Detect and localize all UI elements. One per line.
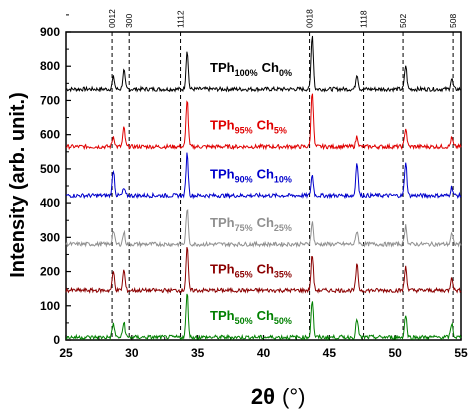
series-label-main: TPh — [210, 261, 235, 276]
series-label-main: TPh — [210, 118, 235, 133]
reference-line-label: 0012 — [107, 9, 117, 28]
reference-line-label: 1112 — [176, 10, 186, 28]
series-line — [65, 93, 462, 151]
y-tick-label: 300 — [40, 230, 60, 244]
series-label-subscript: 10% — [274, 174, 292, 184]
series-line — [65, 293, 462, 341]
reference-line-label: 502 — [398, 14, 408, 28]
reference-line-label: 1118 — [359, 10, 369, 28]
y-tick-label: 400 — [40, 196, 60, 210]
reference-line-label: 0018 — [305, 9, 315, 28]
series-label: TPh90% Ch10% — [210, 166, 292, 184]
series-label-main: TPh — [210, 215, 235, 230]
series-label-subscript: 65% — [235, 269, 253, 279]
series-label-subscript: 75% — [235, 223, 253, 233]
series-label: TPh75% Ch25% — [210, 215, 292, 233]
series-label-subscript: 0% — [279, 68, 292, 78]
reference-line-label: 508 — [448, 14, 458, 28]
series-label-main: TPh — [210, 308, 235, 323]
series-line — [65, 35, 462, 93]
series-label-main: Ch — [257, 308, 274, 323]
svg-text:2θ: 2θ — [251, 384, 275, 409]
series-label-subscript: 100% — [235, 68, 258, 78]
x-tick-label: 25 — [59, 346, 73, 360]
y-tick-label: 600 — [40, 128, 60, 142]
series-line — [65, 208, 462, 248]
x-tick-label: 30 — [125, 346, 139, 360]
x-tick-label: 50 — [388, 346, 402, 360]
series-label: TPh50% Ch50% — [210, 308, 292, 326]
series-label: TPh95% Ch5% — [210, 118, 287, 136]
series-line — [65, 152, 462, 200]
series-label-main: TPh — [210, 166, 235, 181]
series-label-main: Ch — [257, 261, 274, 276]
svg-text:(°): (°) — [282, 384, 305, 409]
y-tick-label: 200 — [40, 265, 60, 279]
y-tick-label: 100 — [40, 299, 60, 313]
series-label-subscript: 25% — [274, 223, 292, 233]
series-label-main: TPh — [210, 60, 235, 75]
series-label-subscript: 35% — [274, 269, 292, 279]
y-tick-label: 700 — [40, 93, 60, 107]
x-axis-label: 2θ (°) — [251, 384, 306, 409]
series-label: TPh65% Ch35% — [210, 261, 292, 279]
y-axis-label: Intensity (arb. unit.) — [7, 92, 29, 278]
series-label-subscript: 5% — [274, 126, 287, 136]
series-label: TPh100% Ch0% — [210, 60, 292, 78]
series-label-subscript: 50% — [235, 316, 253, 326]
series-label-subscript: 50% — [274, 316, 292, 326]
y-tick-label: 800 — [40, 59, 60, 73]
svg-text:Intensity (arb. unit.): Intensity (arb. unit.) — [7, 92, 29, 278]
x-tick-label: 45 — [323, 346, 337, 360]
series-label-main: Ch — [257, 118, 274, 133]
series-label-main: Ch — [262, 60, 279, 75]
series-line — [65, 247, 462, 295]
reference-line-label: 300 — [124, 14, 134, 28]
y-tick-label: 500 — [40, 162, 60, 176]
y-tick-label: 900 — [40, 25, 60, 39]
series-label-subscript: 90% — [235, 174, 253, 184]
x-tick-label: 55 — [454, 346, 468, 360]
series-label-main: Ch — [257, 166, 274, 181]
x-tick-label: 35 — [191, 346, 205, 360]
y-tick-label: 0 — [53, 333, 60, 347]
series-label-main: Ch — [257, 215, 274, 230]
x-tick-label: 40 — [257, 346, 271, 360]
series-label-subscript: 95% — [235, 126, 253, 136]
